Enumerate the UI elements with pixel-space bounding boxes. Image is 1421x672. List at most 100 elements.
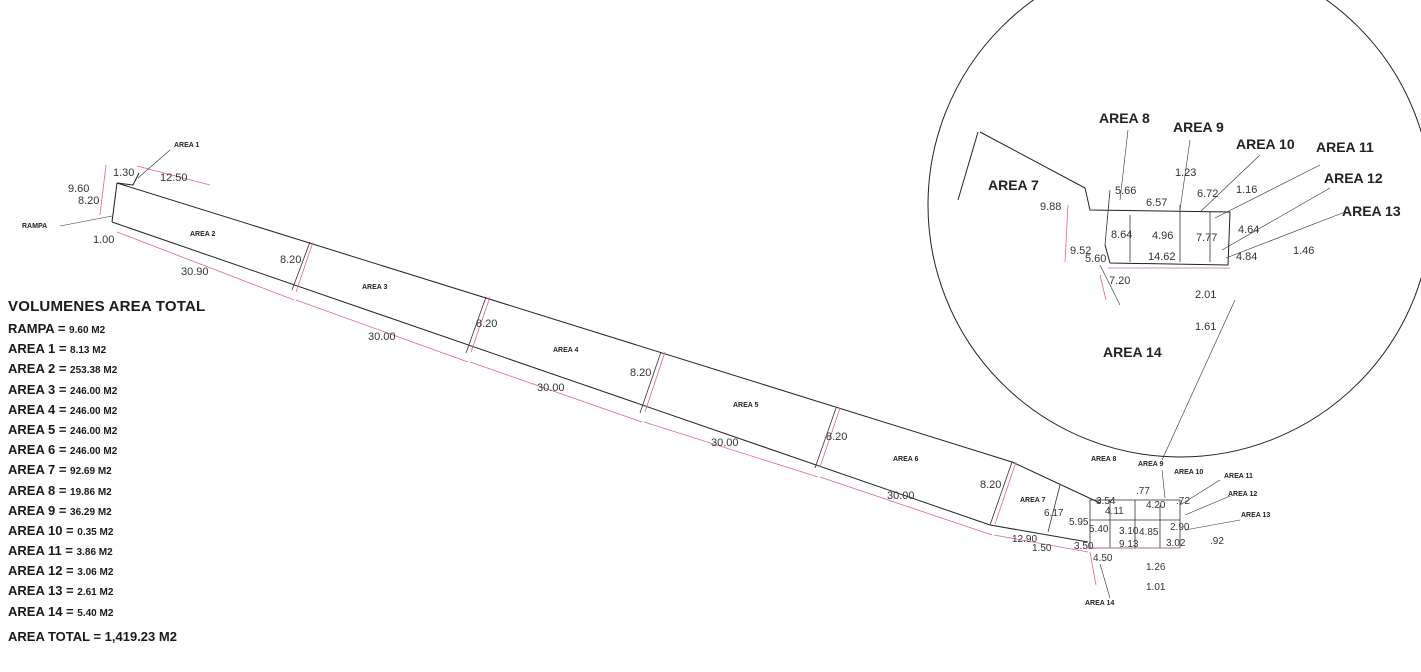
area-summary-row: AREA 8 = 19.86 M2 [8, 483, 268, 503]
dim-text: .72 [1176, 496, 1190, 507]
area-name: AREA 2 [8, 361, 56, 377]
area-summary-row: AREA 11 = 3.86 M2 [8, 543, 268, 563]
area-name: AREA 3 [8, 381, 56, 397]
label-area-14: AREA 14 [1085, 600, 1114, 607]
area-value: 246.00 M2 [70, 446, 118, 458]
area-name: AREA 5 [8, 421, 56, 437]
detail-dim: 4.84 [1236, 251, 1257, 263]
detail-dim: 14.62 [1148, 251, 1176, 263]
label-area-3: AREA 3 [362, 284, 388, 291]
area-summary-row: AREA 6 = 246.00 M2 [8, 442, 268, 462]
area-name: AREA 9 [8, 502, 56, 518]
area-summary-row: AREA 13 = 2.61 M2 [8, 583, 268, 603]
equals-sign: = [62, 522, 78, 538]
area-value: 0.35 M2 [77, 526, 114, 538]
label-area-10: AREA 10 [1174, 469, 1203, 476]
label-area-6: AREA 6 [893, 456, 919, 463]
detail-label-area-9: AREA 9 [1173, 119, 1224, 135]
area-summary-row: RAMPA = 9.60 M2 [8, 321, 268, 341]
dim-text: 8.20 [630, 367, 651, 379]
area-name: AREA 14 [8, 603, 63, 619]
label-area-13: AREA 13 [1241, 512, 1270, 519]
dim-text: 8.20 [980, 479, 1001, 491]
detail-dim: 5.66 [1115, 185, 1136, 197]
label-area-2: AREA 2 [190, 231, 216, 238]
area-total: AREA TOTAL = 1,419.23 M2 [8, 628, 177, 644]
label-rampa: RAMPA [22, 223, 47, 230]
label-area-11: AREA 11 [1224, 473, 1253, 480]
equals-sign: = [55, 442, 71, 458]
area-name: AREA 11 [8, 543, 62, 559]
label-area-4: AREA 4 [553, 347, 579, 354]
area-value: 3.06 M2 [77, 567, 114, 579]
area-summary-title: VOLUMENES AREA TOTAL [8, 298, 206, 315]
area-value: 19.86 M2 [70, 486, 112, 498]
area-name: RAMPA [8, 321, 55, 336]
label-area-7: AREA 7 [1020, 497, 1046, 504]
equals-sign: = [55, 341, 71, 357]
dim-text: 3.50 [1074, 541, 1094, 552]
area-name: AREA 4 [8, 401, 56, 417]
equals-sign: = [55, 421, 71, 437]
dim-text: 4.11 [1105, 506, 1124, 517]
detail-dim: 9.88 [1040, 201, 1061, 213]
detail-label-area-14: AREA 14 [1103, 344, 1162, 360]
area-name: AREA 10 [8, 522, 63, 538]
area-name: AREA 1 [8, 341, 56, 357]
area-summary-row: AREA 1 = 8.13 M2 [8, 341, 268, 361]
equals-sign: = [55, 401, 71, 417]
dim-text: .77 [1136, 486, 1150, 497]
label-area-1: AREA 1 [174, 142, 200, 149]
area-name: AREA 7 [8, 462, 56, 478]
detail-label-area-13: AREA 13 [1342, 203, 1401, 219]
detail-dim: 1.46 [1293, 245, 1314, 257]
detail-dim: 8.64 [1111, 229, 1132, 241]
dim-text: 12.50 [160, 172, 188, 184]
equals-sign: = [62, 603, 78, 619]
dim-text: 5.40 [1089, 524, 1109, 535]
detail-dim: 1.23 [1175, 167, 1196, 179]
dim-text: 6.17 [1044, 508, 1064, 519]
area-summary-row: AREA 14 = 5.40 M2 [8, 604, 268, 624]
equals-sign: = [62, 563, 78, 579]
area-name: AREA 8 [8, 482, 56, 498]
equals-sign: = [55, 361, 71, 377]
dim-text: 30.90 [181, 266, 209, 278]
equals-sign: = [55, 462, 71, 478]
dim-text: 30.00 [537, 382, 565, 394]
area-summary-table: VOLUMENES AREA TOTAL RAMPA = 9.60 M2 AREA… [8, 298, 268, 644]
detail-label-area-7: AREA 7 [988, 177, 1039, 193]
detail-label-area-8: AREA 8 [1099, 110, 1150, 126]
area-value: 5.40 M2 [77, 607, 114, 619]
dim-text: 30.00 [887, 490, 915, 502]
area-value: 246.00 M2 [70, 425, 118, 437]
area-value: 246.00 M2 [70, 405, 118, 417]
detail-dim: 2.01 [1195, 289, 1216, 301]
section-dividers [291, 241, 1061, 533]
dim-text: 8.20 [78, 195, 99, 207]
area-summary-row: AREA 9 = 36.29 M2 [8, 503, 268, 523]
area-value: 9.60 M2 [69, 325, 106, 336]
dim-text: 12.90 [1012, 534, 1037, 545]
dim-text: 1.01 [1146, 582, 1166, 593]
dim-text: 8.20 [280, 254, 301, 266]
area-summary-row: AREA 2 = 253.38 M2 [8, 361, 268, 381]
dim-text: 8.20 [826, 431, 847, 443]
dim-text: 1.00 [93, 234, 114, 246]
area-name: AREA 6 [8, 442, 56, 458]
detail-label-area-12: AREA 12 [1324, 170, 1383, 186]
dim-text: 3.10 [1119, 526, 1139, 537]
area-summary-row: AREA 4 = 246.00 M2 [8, 402, 268, 422]
dim-text: 9.60 [68, 183, 89, 195]
dim-text: 3.54 [1096, 496, 1116, 507]
detail-dim: 5.60 [1085, 253, 1106, 265]
dim-text: 30.00 [711, 437, 739, 449]
area-value: 246.00 M2 [70, 385, 118, 397]
area-name: AREA 12 [8, 563, 63, 579]
detail-dim: 1.16 [1236, 184, 1257, 196]
dim-text: .92 [1210, 536, 1224, 547]
area-summary-rows: RAMPA = 9.60 M2 AREA 1 = 8.13 M2 AREA 2 = … [8, 321, 268, 624]
detail-dim: 9.52 [1070, 245, 1091, 257]
area-name: AREA 13 [8, 583, 63, 599]
equals-sign: = [55, 482, 71, 498]
